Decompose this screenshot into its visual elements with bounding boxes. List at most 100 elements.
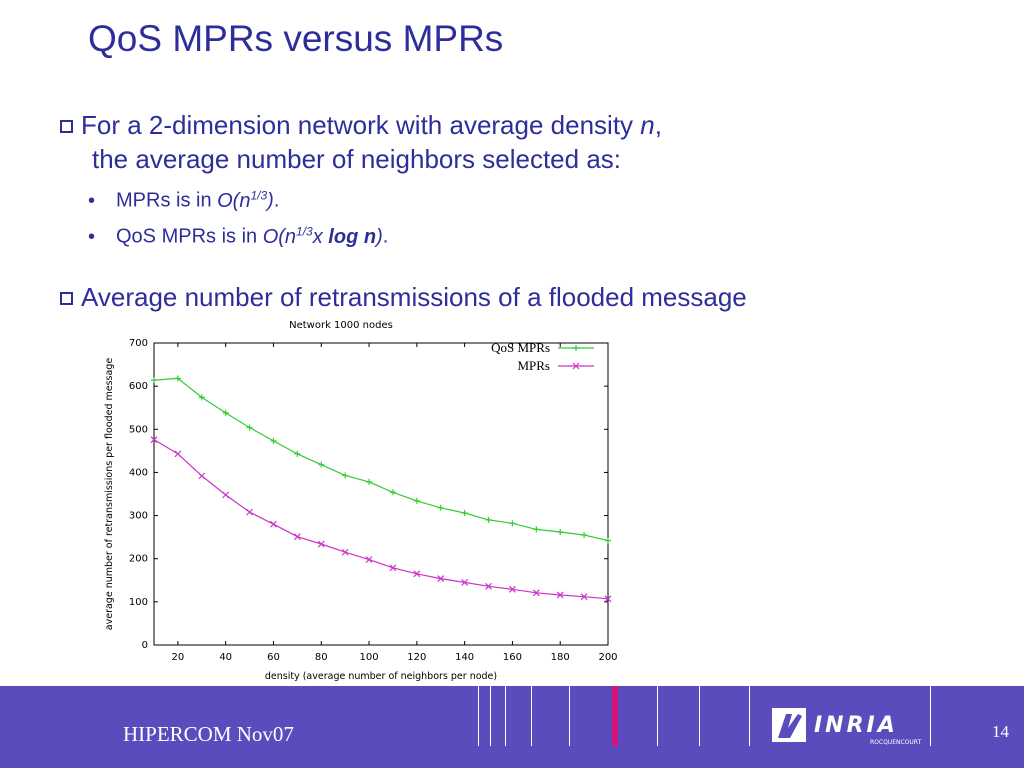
sub1-formula: O(n xyxy=(217,189,251,212)
data-point-qos-mprs xyxy=(318,461,325,468)
page-number: 14 xyxy=(992,722,1009,741)
data-point-mprs xyxy=(198,472,206,480)
data-point-mprs xyxy=(174,450,182,458)
x-tick-label: 160 xyxy=(503,652,522,663)
square-bullet-icon xyxy=(60,292,73,305)
data-point-mprs xyxy=(461,579,469,586)
footer-divider xyxy=(531,686,532,746)
legend-label: QoS MPRs xyxy=(491,340,550,355)
data-point-qos-mprs xyxy=(366,478,373,485)
bullet-density-n: n xyxy=(640,110,655,140)
data-point-qos-mprs xyxy=(174,375,181,382)
footer-divider xyxy=(657,686,658,746)
data-point-mprs xyxy=(293,533,301,541)
x-tick-label: 120 xyxy=(407,652,426,663)
y-tick-label: 400 xyxy=(129,467,148,478)
data-point-qos-mprs xyxy=(581,531,588,538)
series-line-qos-mprs xyxy=(153,377,609,542)
data-point-mprs xyxy=(508,585,516,593)
data-point-qos-mprs xyxy=(270,437,277,444)
data-point-qos-mprs xyxy=(485,516,492,523)
data-point-mprs xyxy=(317,540,325,548)
y-tick-label: 300 xyxy=(129,511,148,522)
sub1-end: . xyxy=(273,189,280,212)
y-tick-label: 600 xyxy=(129,381,148,392)
logo-subtext: ROCQUENCOURT xyxy=(870,739,922,746)
x-tick-label: 140 xyxy=(455,652,474,663)
data-point-qos-mprs xyxy=(413,497,420,504)
bullet-retransmissions: Average number of retransmissions of a f… xyxy=(60,280,747,314)
sub2-formula: O(n xyxy=(262,225,297,248)
legend-marker-qos-mprs xyxy=(573,345,579,351)
y-tick-label: 100 xyxy=(129,597,148,608)
x-tick-label: 180 xyxy=(551,652,570,663)
square-bullet-icon xyxy=(60,120,73,133)
data-point-mprs xyxy=(413,570,421,578)
y-tick-label: 0 xyxy=(142,640,148,651)
legend-marker-mprs xyxy=(572,362,580,370)
footer-divider xyxy=(478,686,479,746)
logo-text: INRIA xyxy=(814,713,898,738)
data-point-qos-mprs xyxy=(342,472,349,479)
footer-divider xyxy=(505,686,506,746)
data-point-mprs xyxy=(532,589,540,597)
data-point-mprs xyxy=(222,491,230,499)
data-point-qos-mprs xyxy=(557,528,564,535)
slide-title: QoS MPRs versus MPRs xyxy=(88,18,504,59)
footer-divider xyxy=(930,686,931,746)
data-point-qos-mprs xyxy=(198,394,205,401)
bullet-retransmissions-text: Average number of retransmissions of a f… xyxy=(81,282,747,312)
data-point-qos-mprs xyxy=(533,526,540,533)
retransmissions-chart: Network 1000 nodes 0 100 200 300 400 500 600 700… xyxy=(104,320,618,682)
sub2-x: x xyxy=(312,225,329,248)
data-point-qos-mprs xyxy=(461,509,468,516)
bullet-density-line2: the average number of neighbors selected… xyxy=(92,144,622,174)
data-point-mprs xyxy=(341,548,349,556)
data-point-mprs xyxy=(365,556,373,564)
bullet-density-comma: , xyxy=(654,110,662,140)
footer-divider xyxy=(749,686,750,746)
footer-divider xyxy=(699,686,700,746)
data-point-qos-mprs xyxy=(222,409,229,416)
sub1-prefix: MPRs is in xyxy=(116,189,218,212)
data-point-mprs xyxy=(485,582,492,590)
footer-accent-bar xyxy=(612,686,618,746)
inria-logo: INRIA ROCQUENCOURT xyxy=(772,708,922,746)
x-tick-label: 40 xyxy=(219,652,232,663)
chart-title: Network 1000 nodes xyxy=(289,320,393,331)
data-point-mprs xyxy=(270,520,277,528)
data-point-qos-mprs xyxy=(389,489,396,496)
sub1-sup: 1/3 xyxy=(250,188,268,202)
x-tick-label: 60 xyxy=(267,652,280,663)
series-line-mprs xyxy=(153,439,609,600)
x-tick-label: 20 xyxy=(172,652,185,663)
legend-label: MPRs xyxy=(517,358,550,373)
data-point-mprs xyxy=(389,564,397,572)
data-point-mprs xyxy=(246,508,254,516)
sub2-sup: 1/3 xyxy=(296,224,313,238)
y-tick-label: 200 xyxy=(129,554,148,565)
sub2-end: . xyxy=(382,225,389,248)
plot-frame xyxy=(153,342,609,646)
bullet-density: For a 2-dimension network with average d… xyxy=(60,108,662,176)
y-tick-label: 500 xyxy=(129,424,148,435)
sub-bullet-mprs: • MPRs is in O(n1/3). xyxy=(88,188,279,213)
sub2-close: ) xyxy=(376,225,383,248)
sub-bullet-qos-mprs: • QoS MPRs is in O(n1/3x log n). xyxy=(88,224,388,249)
sub1-close: ) xyxy=(267,189,274,212)
data-point-mprs xyxy=(437,575,445,582)
footer-divider xyxy=(490,686,491,746)
bullet-dot-icon: • xyxy=(88,189,96,212)
data-point-qos-mprs xyxy=(437,504,444,511)
data-point-qos-mprs xyxy=(246,424,253,431)
y-axis-label: average number of retransmissions per fl… xyxy=(104,358,115,631)
data-point-qos-mprs xyxy=(294,450,301,457)
data-point-mprs xyxy=(556,591,564,599)
x-tick-label: 80 xyxy=(315,652,328,663)
x-tick-label: 100 xyxy=(360,652,379,663)
data-point-qos-mprs xyxy=(509,520,516,527)
data-point-qos-mprs xyxy=(605,537,611,544)
footer-bar xyxy=(0,686,1024,768)
x-axis-label: density (average number of neighbors per… xyxy=(265,671,497,682)
x-tick-label: 200 xyxy=(598,652,617,663)
